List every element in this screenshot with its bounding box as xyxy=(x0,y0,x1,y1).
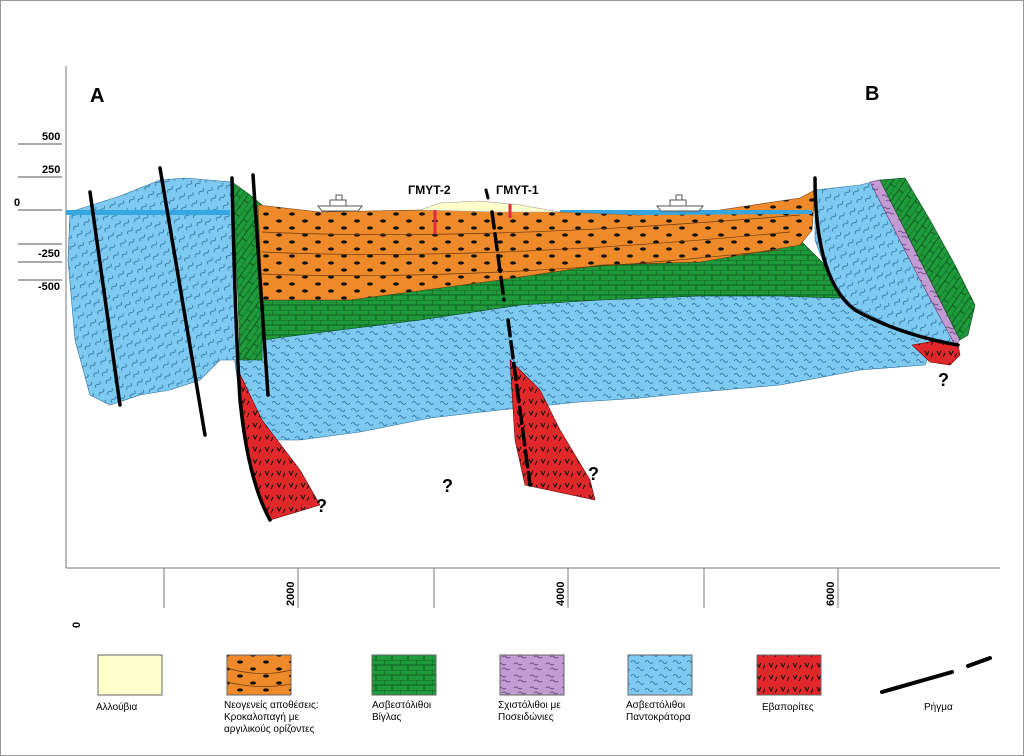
distance-label-2000: 2000 xyxy=(285,582,297,606)
alluvium xyxy=(419,200,561,213)
ship-icon-right xyxy=(655,194,705,212)
borehole-label-gmyt1: ΓΜΥΤ-1 xyxy=(496,183,539,197)
legend-label-vigla: Ασβεστόλιθοι Βίγλας xyxy=(372,700,432,723)
distance-label-6000: 6000 xyxy=(825,582,837,606)
legend-label-neogene: Νεογενείς αποθέσεις: Κροκαλοπαγή με αργι… xyxy=(224,700,319,735)
vigla-limestone-right-block xyxy=(879,177,976,341)
legend-swatch-alluvium xyxy=(97,654,163,696)
legend-label-posidonia: Σχιστόλιθοι με Ποσειδώνιες xyxy=(498,700,561,723)
legend-swatch-pantokrator xyxy=(627,654,693,696)
legend-label-fault: Ρήγμα xyxy=(924,701,953,713)
elevation-label-neg250: -250 xyxy=(38,248,60,260)
legend-swatch-evaporites xyxy=(756,654,822,696)
boreholes xyxy=(433,204,512,234)
legend-swatch-fault xyxy=(880,656,992,694)
elevation-ticks xyxy=(18,143,62,281)
distance-label-0: 0 xyxy=(71,622,83,628)
faults xyxy=(88,166,960,522)
legend-swatch-posidonia xyxy=(499,654,565,696)
geologic-section xyxy=(66,177,976,521)
legend: Αλλούβια Νεογενείς αποθέσεις: Κροκαλοπαγ… xyxy=(96,654,992,735)
ship-icon-left xyxy=(316,194,364,212)
vigla-limestone-left-sliver xyxy=(231,181,263,361)
unknown-marker-4: ? xyxy=(938,370,949,390)
legend-swatch-vigla xyxy=(371,654,437,696)
horizontal-axis xyxy=(66,567,1000,608)
elevation-label-neg500: -500 xyxy=(38,281,60,293)
distance-label-4000: 4000 xyxy=(555,582,567,606)
sea-surface-right xyxy=(560,210,812,215)
legend-label-pantokrator: Ασβεστόλιθοι Παντοκράτορα xyxy=(626,700,691,723)
unknown-marker-2: ? xyxy=(442,476,453,496)
unknown-marker-1: ? xyxy=(316,496,327,516)
legend-label-evaporites: Εβαπορίτες xyxy=(762,701,814,713)
section-end-b: B xyxy=(865,83,879,105)
elevation-label-500: 500 xyxy=(42,131,60,143)
legend-swatch-neogene xyxy=(226,654,292,696)
evaporite-body-center xyxy=(509,359,596,501)
sea-surface xyxy=(66,210,230,215)
legend-label-alluvium: Αλλούβια xyxy=(96,701,138,713)
unknown-marker-3: ? xyxy=(588,464,599,484)
section-end-a: A xyxy=(90,85,104,107)
elevation-label-250: 250 xyxy=(42,164,60,176)
elevation-label-0: 0 xyxy=(14,197,20,209)
borehole-label-gmyt2: ΓΜΥΤ-2 xyxy=(408,183,451,197)
